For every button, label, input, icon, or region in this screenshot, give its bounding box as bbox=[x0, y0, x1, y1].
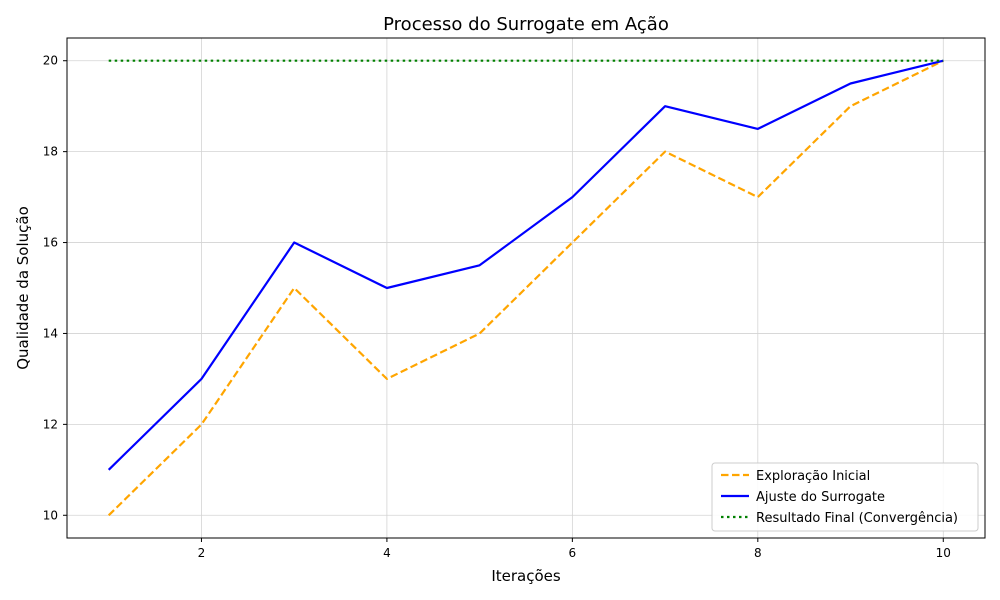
legend-box bbox=[711, 462, 979, 532]
x-tick-label: 10 bbox=[936, 546, 951, 560]
legend: Exploração Inicial Ajuste do Surrogate Res… bbox=[711, 462, 979, 532]
x-tick-label: 4 bbox=[383, 546, 391, 560]
y-tick-label: 10 bbox=[43, 508, 58, 522]
y-axis-title: Qualidade da Solução bbox=[14, 206, 32, 370]
x-tick-label: 6 bbox=[569, 546, 577, 560]
series-line-1 bbox=[107, 59, 944, 517]
grid bbox=[67, 38, 985, 538]
y-tick-label: 20 bbox=[43, 54, 58, 68]
y-tick-label: 14 bbox=[43, 326, 58, 340]
legend-label-2: Ajuste do Surrogate bbox=[756, 490, 885, 505]
y-tick-label: 16 bbox=[43, 236, 58, 250]
x-axis-title: Iterações bbox=[491, 567, 561, 585]
x-tick-label: 2 bbox=[198, 546, 206, 560]
series-line-2 bbox=[107, 59, 944, 471]
series-lines bbox=[107, 59, 944, 517]
chart-title: Processo do Surrogate em Ação bbox=[383, 14, 669, 35]
axis-ticks: 2 4 6 8 10 10 12 14 16 18 20 bbox=[43, 54, 951, 560]
y-tick-label: 12 bbox=[43, 417, 58, 431]
legend-label-1: Exploração Inicial bbox=[756, 469, 870, 484]
plot-area-frame bbox=[66, 37, 986, 539]
y-tick-label: 18 bbox=[43, 145, 58, 159]
legend-label-3: Resultado Final (Convergência) bbox=[756, 511, 958, 526]
x-tick-label: 8 bbox=[754, 546, 762, 560]
